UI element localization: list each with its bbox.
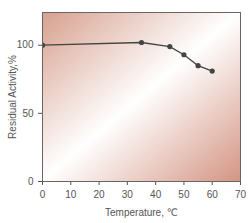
- svg-text:0: 0: [40, 189, 46, 200]
- svg-text:50: 50: [178, 189, 190, 200]
- svg-text:40: 40: [150, 189, 162, 200]
- svg-text:30: 30: [122, 189, 134, 200]
- svg-text:10: 10: [65, 189, 77, 200]
- svg-text:Residual Activity,%: Residual Activity,%: [7, 55, 18, 139]
- svg-text:50: 50: [22, 108, 34, 119]
- svg-text:100: 100: [17, 39, 34, 50]
- svg-text:70: 70: [235, 189, 247, 200]
- svg-text:Temperature, ℃: Temperature, ℃: [105, 207, 178, 218]
- svg-text:0: 0: [28, 176, 34, 187]
- svg-text:20: 20: [94, 189, 106, 200]
- svg-text:60: 60: [207, 189, 219, 200]
